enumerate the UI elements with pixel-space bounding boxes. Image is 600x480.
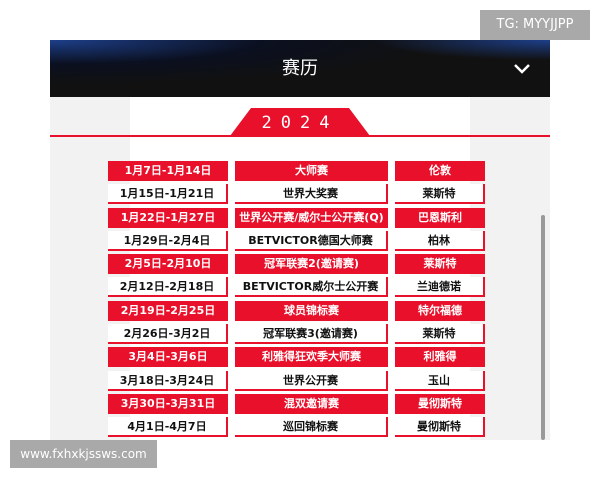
date-cell: 3月4日-3月6日 <box>108 347 228 368</box>
watermark-bottom: www.fxhxkjssws.com <box>10 440 157 468</box>
date-cell: 2月5日-2月10日 <box>108 254 228 275</box>
location-cell: 曼彻斯特 <box>395 417 485 438</box>
date-cell: 2月12日-2月18日 <box>108 277 228 298</box>
location-cell: 莱斯特 <box>395 184 485 205</box>
event-cell: 世界公开赛/威尔士公开赛(Q) <box>235 207 388 228</box>
event-cell: BETVICTOR威尔士公开赛 <box>235 277 388 298</box>
event-cell: 大师赛 <box>235 161 388 181</box>
date-cell: 2月26日-3月2日 <box>108 324 228 345</box>
event-cell: 世界公开赛 <box>235 370 388 391</box>
year-tab: 2024 <box>230 108 370 136</box>
date-cell: 2月19日-2月25日 <box>108 300 228 321</box>
date-cell: 1月7日-1月14日 <box>108 161 228 181</box>
date-cell: 1月15日-1月21日 <box>108 184 228 205</box>
schedule-panel: 赛历 2024 1月7日-1月14日 大师赛 伦敦 1月15日-1月21日 世界大奖赛莱… <box>50 40 550 440</box>
scrollbar[interactable] <box>541 215 545 440</box>
page-title: 赛历 <box>282 58 318 79</box>
date-cell: 3月18日-3月24日 <box>108 370 228 391</box>
chevron-down-icon[interactable] <box>512 58 532 78</box>
location-cell: 曼彻斯特 <box>395 393 485 414</box>
date-cell: 1月22日-1月27日 <box>108 207 228 228</box>
location-cell: 兰迪德诺 <box>395 277 485 298</box>
location-cell: 利雅得 <box>395 347 485 368</box>
event-cell: 冠军联赛2(邀请赛) <box>235 254 388 275</box>
header: 赛历 <box>50 40 550 97</box>
event-cell: 利雅得狂欢季大师赛 <box>235 347 388 368</box>
location-cell: 伦敦 <box>395 161 485 181</box>
location-cell: 特尔福德 <box>395 300 485 321</box>
event-cell: 巡回锦标赛 <box>235 417 388 438</box>
date-cell: 1月29日-2月4日 <box>108 230 228 251</box>
event-cell: 冠军联赛3(邀请赛) <box>235 324 388 345</box>
event-cell: 球员锦标赛 <box>235 300 388 321</box>
watermark-top: TG: MYYJJPP <box>480 10 590 40</box>
date-cell: 4月1日-4月7日 <box>108 417 228 438</box>
location-cell: 莱斯特 <box>395 324 485 345</box>
event-cell: BETVICTOR德国大师赛 <box>235 230 388 251</box>
location-cell: 玉山 <box>395 370 485 391</box>
location-cell: 巴恩斯利 <box>395 207 485 228</box>
event-cell: 世界大奖赛 <box>235 184 388 205</box>
location-cell: 莱斯特 <box>395 254 485 275</box>
event-cell: 混双邀请赛 <box>235 393 388 414</box>
year-divider <box>50 135 550 137</box>
date-cell: 3月30日-3月31日 <box>108 393 228 414</box>
location-cell: 柏林 <box>395 230 485 251</box>
